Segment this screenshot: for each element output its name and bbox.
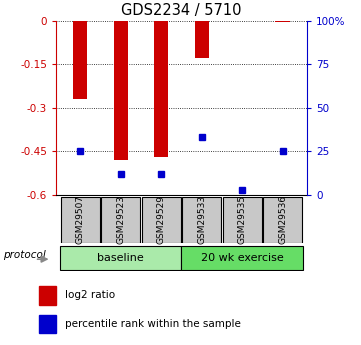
Bar — [39, 315, 56, 334]
Text: 20 wk exercise: 20 wk exercise — [201, 253, 283, 263]
Text: protocol: protocol — [3, 250, 45, 260]
Text: GSM29523: GSM29523 — [116, 195, 125, 245]
Text: log2 ratio: log2 ratio — [65, 290, 115, 300]
Bar — [39, 286, 56, 305]
FancyBboxPatch shape — [182, 197, 221, 243]
Bar — [275, 21, 290, 22]
FancyBboxPatch shape — [61, 197, 100, 243]
Text: baseline: baseline — [97, 253, 144, 263]
Title: GDS2234 / 5710: GDS2234 / 5710 — [121, 3, 242, 18]
Text: GSM29529: GSM29529 — [157, 195, 166, 245]
FancyBboxPatch shape — [142, 197, 180, 243]
FancyBboxPatch shape — [101, 197, 140, 243]
Text: GSM29507: GSM29507 — [76, 195, 85, 245]
Text: GSM29535: GSM29535 — [238, 195, 247, 245]
FancyBboxPatch shape — [223, 197, 261, 243]
Text: GSM29536: GSM29536 — [278, 195, 287, 245]
Text: percentile rank within the sample: percentile rank within the sample — [65, 319, 240, 329]
FancyBboxPatch shape — [182, 246, 303, 270]
Bar — [154, 21, 168, 157]
Bar — [73, 21, 87, 99]
FancyBboxPatch shape — [60, 246, 182, 270]
Text: GSM29533: GSM29533 — [197, 195, 206, 245]
Bar — [114, 21, 128, 160]
FancyBboxPatch shape — [263, 197, 302, 243]
Bar — [195, 21, 209, 58]
